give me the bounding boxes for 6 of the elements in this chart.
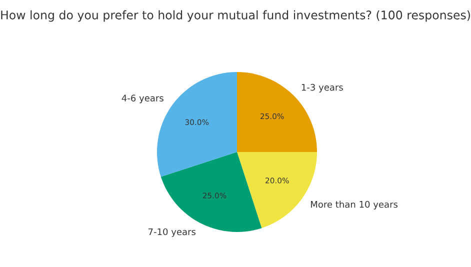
chart-title: How long do you prefer to hold your mutual fund investments? (100 responses) <box>1 10 470 22</box>
slice-label: 1-3 years <box>302 84 343 92</box>
pie-slice <box>237 72 317 152</box>
slice-label: 4-6 years <box>122 94 164 104</box>
slice-label: More than 10 years <box>311 200 398 210</box>
slice-label: 7-10 years <box>148 228 196 237</box>
